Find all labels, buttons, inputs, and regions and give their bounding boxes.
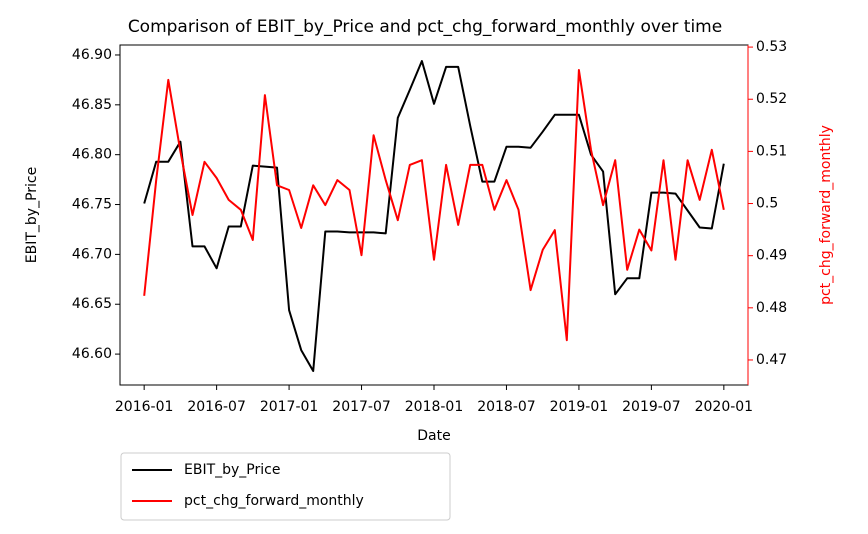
x-tick-label: 2019-07 xyxy=(622,399,681,415)
y-tick-label: 46.90 xyxy=(72,47,112,63)
y2-tick-label: 0.51 xyxy=(756,143,787,159)
x-tick-label: 2016-01 xyxy=(115,399,174,415)
line-series xyxy=(143,69,725,342)
x-tick-label: 2018-01 xyxy=(405,399,464,415)
y2-tick-label: 0.52 xyxy=(756,91,787,107)
y-tick-label: 46.80 xyxy=(72,147,112,163)
chart-title: Comparison of EBIT_by_Price and pct_chg_… xyxy=(128,17,722,37)
y2-tick-label: 0.48 xyxy=(756,300,787,316)
x-tick-label: 2018-07 xyxy=(477,399,536,415)
y-tick-label: 46.65 xyxy=(72,296,112,312)
y2-tick-label: 0.5 xyxy=(756,196,778,212)
legend-box xyxy=(120,452,451,521)
y-tick-label: 46.85 xyxy=(72,97,112,113)
y2-axis-label: pct_chg_forward_monthly xyxy=(818,125,834,305)
x-tick-label: 2016-07 xyxy=(187,399,246,415)
legend-label: pct_chg_forward_monthly xyxy=(184,493,364,509)
legend-label: EBIT_by_Price xyxy=(184,462,280,478)
y-tick-label: 46.60 xyxy=(72,346,112,362)
x-tick-label: 2017-01 xyxy=(260,399,319,415)
x-tick-label: 2017-07 xyxy=(332,399,391,415)
y-axis-label: EBIT_by_Price xyxy=(24,167,40,263)
line-series xyxy=(143,60,725,372)
x-axis-label: Date xyxy=(417,428,450,444)
x-tick-label: 2020-01 xyxy=(695,399,754,415)
plot-frame xyxy=(119,44,749,386)
y2-tick-label: 0.53 xyxy=(756,39,787,55)
y-tick-label: 46.75 xyxy=(72,197,112,213)
y2-tick-label: 0.47 xyxy=(756,352,787,368)
y-tick-label: 46.70 xyxy=(72,246,112,262)
x-tick-label: 2019-01 xyxy=(550,399,609,415)
y2-tick-label: 0.49 xyxy=(756,248,787,264)
